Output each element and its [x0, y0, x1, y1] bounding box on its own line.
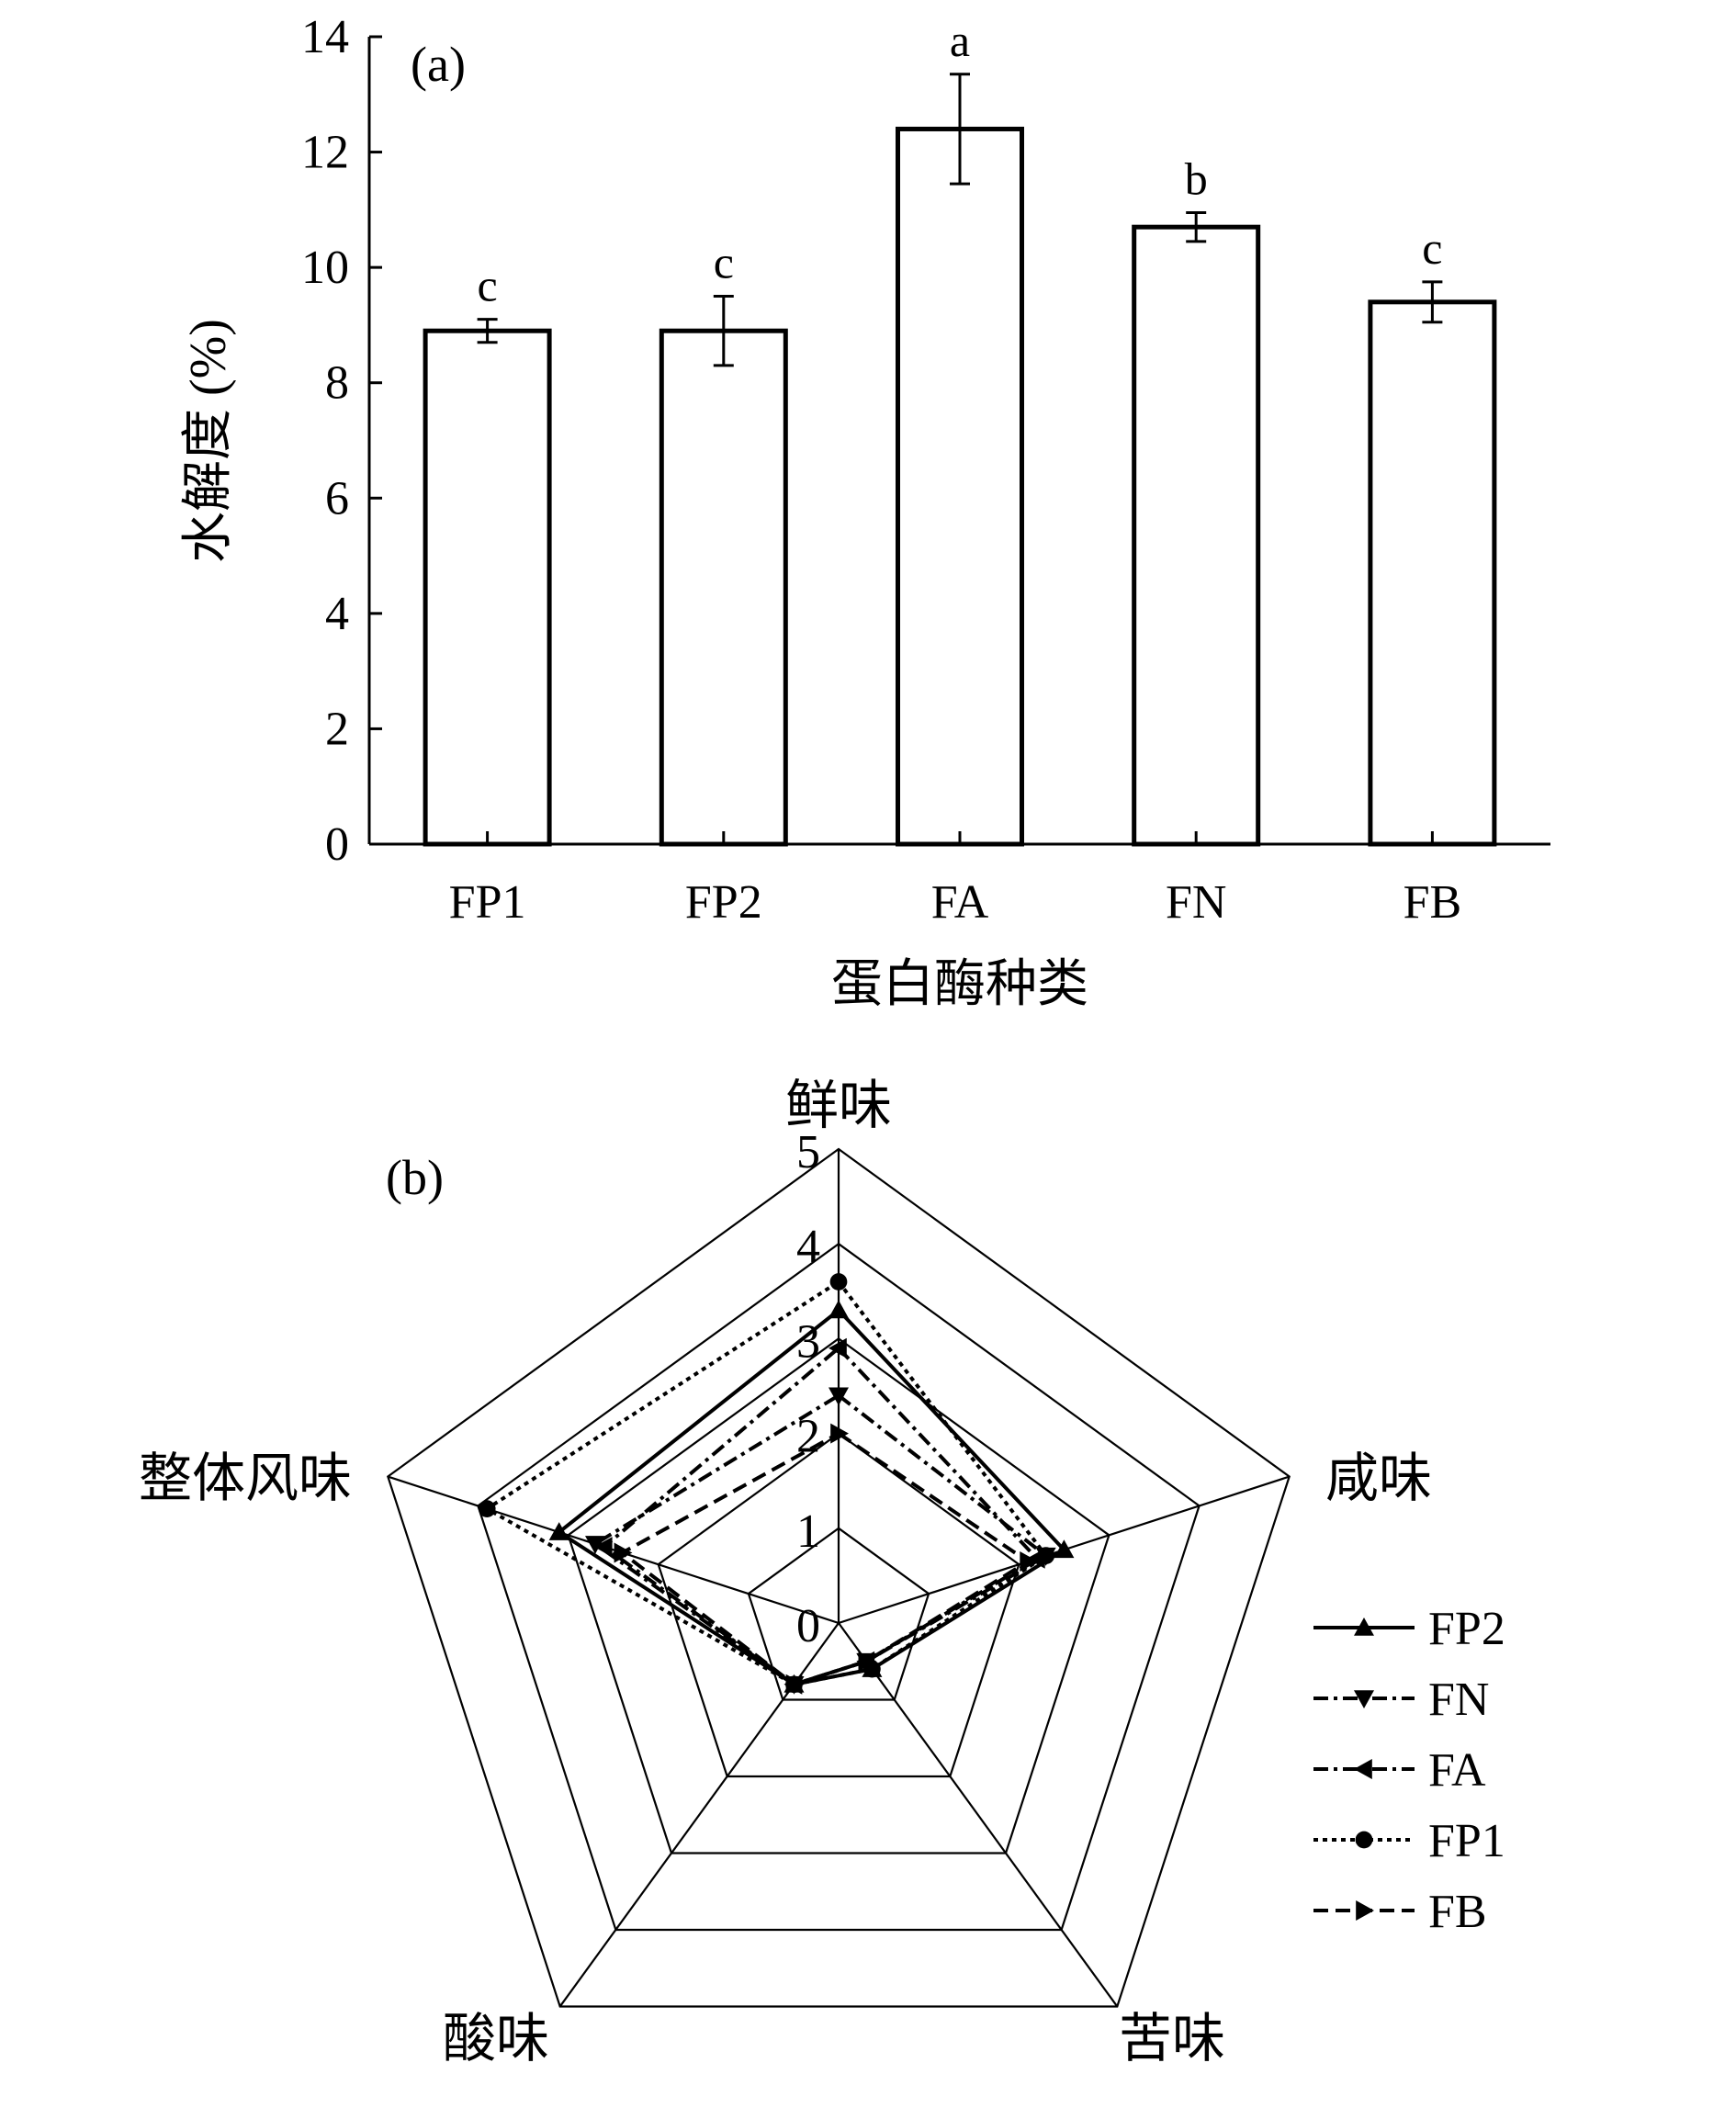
legend: FP2 FN FA FP1 FB	[1313, 1603, 1505, 1938]
series-marker	[478, 1500, 496, 1517]
series-marker	[614, 1542, 633, 1563]
bar	[1368, 299, 1497, 847]
y-tick-label: 2	[325, 703, 349, 755]
legend-label: FB	[1428, 1886, 1487, 1938]
x-tick-label: FB	[1403, 876, 1462, 929]
bar	[896, 126, 1024, 847]
radar-axis-label: 整体风味	[139, 1449, 352, 1508]
y-tick-label: 0	[325, 818, 349, 871]
radar-series-FB	[614, 1423, 1039, 1695]
radial-tick-label: 0	[796, 1600, 820, 1652]
radar-series-line	[483, 1279, 1049, 1686]
significance-label: a	[950, 15, 970, 66]
series-marker	[858, 1651, 877, 1672]
y-tick-label: 14	[301, 11, 349, 63]
legend-item: FP1	[1313, 1815, 1505, 1867]
series-marker	[829, 1337, 847, 1358]
legend-label: FP2	[1428, 1603, 1505, 1655]
series-marker	[1355, 1831, 1373, 1849]
legend-item: FP2	[1313, 1603, 1505, 1655]
legend-item: FB	[1313, 1886, 1487, 1938]
significance-label: c	[1422, 222, 1442, 274]
radar-grid-ring	[657, 1432, 1020, 1778]
x-tick-label: FP2	[685, 876, 762, 929]
x-tick-label: FP1	[449, 876, 526, 929]
series-marker	[1356, 1900, 1374, 1921]
series-marker	[585, 1536, 605, 1554]
series-marker	[830, 1423, 849, 1444]
legend-item: FA	[1313, 1744, 1486, 1797]
x-tick-label: FN	[1166, 876, 1226, 929]
legend-label: FP1	[1428, 1815, 1505, 1867]
x-axis-title: 蛋白酶种类	[831, 956, 1088, 1013]
series-marker	[1020, 1551, 1039, 1572]
radar-spoke	[387, 1475, 840, 1625]
significance-label: b	[1185, 152, 1208, 204]
legend-label: FN	[1428, 1674, 1489, 1726]
radar-series-line	[601, 1345, 1041, 1687]
y-tick-label: 8	[325, 357, 349, 410]
radar-series-line	[592, 1392, 1050, 1687]
series-marker	[1354, 1759, 1372, 1779]
radar-axis-label: 酸味	[443, 2009, 549, 2069]
series-marker	[1354, 1618, 1374, 1636]
radar-spoke	[838, 1622, 1119, 2008]
series-marker	[829, 1273, 848, 1291]
series-marker	[829, 1300, 849, 1319]
radial-tick-label: 4	[796, 1221, 820, 1273]
radar-axis-label: 咸味	[1325, 1449, 1432, 1508]
radar-grid-ring	[387, 1147, 1291, 2008]
series-marker	[829, 1387, 849, 1406]
y-tick-label: 10	[301, 242, 349, 294]
bar	[659, 328, 788, 847]
series-marker	[1354, 1690, 1374, 1708]
panel-label-a: (a)	[411, 37, 466, 92]
series-marker	[548, 1522, 569, 1540]
series-marker	[785, 1674, 805, 1695]
series-marker	[593, 1537, 613, 1558]
radial-tick-label: 5	[796, 1126, 820, 1178]
legend-label: FA	[1428, 1744, 1486, 1797]
y-tick-label: 12	[301, 127, 349, 179]
series-marker	[1037, 1547, 1055, 1565]
legend-item: FN	[1313, 1674, 1489, 1726]
radial-tick-label: 1	[796, 1505, 820, 1558]
radar-grid-ring	[747, 1527, 930, 1701]
significance-label: c	[477, 260, 497, 311]
radar-grid-ring	[567, 1337, 1110, 1854]
significance-label: c	[714, 237, 734, 288]
series-marker	[1054, 1539, 1075, 1559]
y-axis-title: 水解度 (%)	[180, 319, 237, 563]
bar-chart-panel-a: 0 2 4 6 8 10 12 14 c FP1 c FP2 a FA b FN c FB 蛋白酶种类 水解度 (%)…	[180, 11, 1550, 1013]
radar-axis-label: 苦味	[1119, 2009, 1225, 2069]
y-tick-label: 6	[325, 472, 349, 524]
bar	[1132, 224, 1261, 847]
panel-label-b: (b)	[386, 1150, 444, 1205]
y-tick-label: 4	[325, 588, 349, 640]
x-tick-label: FA	[931, 876, 989, 929]
bar	[423, 328, 552, 847]
radar-axis-label: 鲜味	[785, 1076, 892, 1135]
radar-grid-ring	[477, 1242, 1201, 1932]
radar-series-line	[618, 1431, 1031, 1687]
